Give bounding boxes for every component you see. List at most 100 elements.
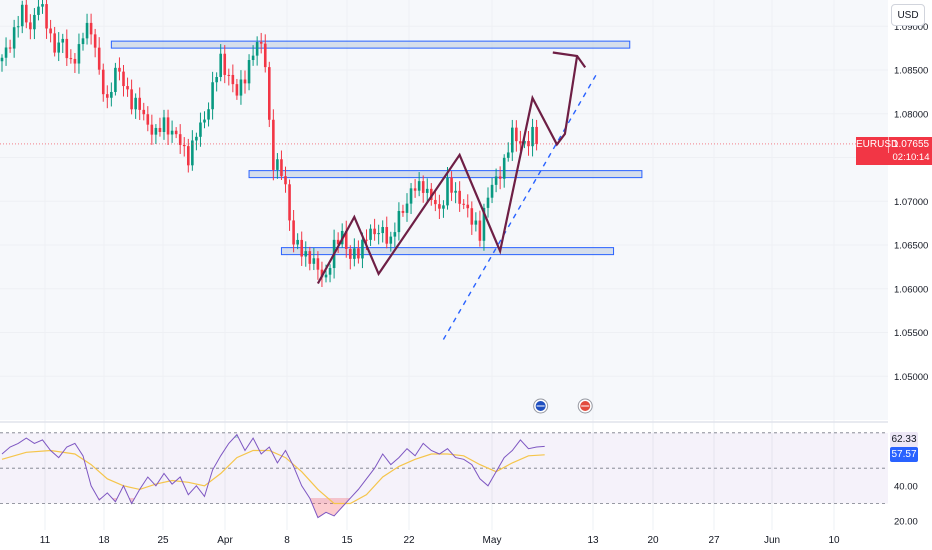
- zigzag-projection[interactable]: [316, 55, 579, 285]
- economic-event-eu-icon[interactable]: [533, 398, 549, 414]
- candle-body: [191, 140, 194, 166]
- candle-body: [110, 91, 113, 98]
- candle-body: [458, 190, 461, 204]
- candle: [93, 28, 97, 58]
- time-axis[interactable]: 11 18 25 Apr 8 15 22 May 13 20 27 Jun 10: [40, 535, 840, 546]
- candle: [45, 0, 48, 39]
- candle-body: [393, 232, 397, 237]
- candle-body: [219, 53, 222, 78]
- candle: [458, 181, 461, 212]
- candle-body: [195, 136, 198, 141]
- event-markers[interactable]: [533, 398, 593, 414]
- candle: [344, 220, 348, 258]
- time-tick-label: 22: [403, 535, 415, 546]
- candle: [110, 82, 113, 107]
- candle-body: [462, 203, 465, 205]
- price-tick-label: 1.05000: [894, 372, 928, 383]
- candle-body: [425, 188, 429, 193]
- main-pane[interactable]: [0, 0, 888, 340]
- candle: [203, 111, 206, 129]
- candle: [251, 45, 255, 66]
- candle: [20, 0, 24, 34]
- candle-body: [494, 176, 498, 185]
- rsi-pane[interactable]: 40.00 20.00: [0, 432, 918, 528]
- candle: [101, 63, 105, 102]
- candle-body: [134, 97, 137, 110]
- candle-body: [77, 44, 81, 64]
- candle-body: [268, 67, 271, 120]
- candle-body: [65, 38, 69, 59]
- candle-body: [401, 210, 405, 213]
- rsi-tick-label: 20.00: [894, 517, 918, 528]
- candle-body: [158, 127, 162, 133]
- candle: [53, 26, 56, 57]
- candle-body: [288, 184, 291, 221]
- candle: [312, 247, 316, 271]
- candle: [511, 119, 514, 161]
- support-resistance-zone[interactable]: [280, 247, 615, 256]
- candle-body: [498, 176, 502, 179]
- candle: [502, 154, 506, 188]
- candle: [195, 132, 198, 151]
- rsi-line: [1, 433, 545, 519]
- candle: [519, 130, 522, 152]
- main-pane-background: [0, 0, 888, 420]
- candle-body: [405, 203, 409, 213]
- candle: [174, 127, 178, 139]
- candle-body: [369, 228, 372, 240]
- candle-body: [353, 248, 356, 259]
- candle-body: [486, 197, 490, 208]
- candle: [397, 202, 401, 241]
- candle: [276, 153, 279, 179]
- candle: [272, 109, 275, 181]
- price-tick-label: 1.08000: [894, 109, 928, 120]
- time-tick-label: 10: [828, 535, 840, 546]
- candle: [515, 120, 518, 152]
- candle: [506, 142, 510, 162]
- candle: [535, 119, 538, 151]
- candle-body: [292, 220, 295, 245]
- candle: [85, 13, 89, 45]
- price-tick-label: 1.09000: [894, 22, 928, 33]
- arrow-head: [552, 51, 587, 69]
- candle-body: [328, 268, 332, 275]
- time-tick-label: 13: [587, 535, 599, 546]
- time-tick-label: May: [483, 535, 502, 546]
- bar-countdown: 02:10:14: [892, 151, 930, 163]
- candle-body: [413, 188, 417, 191]
- candle: [81, 32, 85, 51]
- price-axis[interactable]: 1.090001.085001.080001.075001.070001.065…: [894, 22, 928, 383]
- candle: [255, 36, 259, 66]
- candle: [239, 70, 243, 105]
- candle-body: [296, 239, 299, 245]
- candle-body: [251, 55, 255, 61]
- rsi-tick-label: 40.00: [894, 481, 918, 492]
- candle: [357, 240, 360, 264]
- candle: [33, 8, 36, 40]
- candle: [438, 194, 441, 220]
- support-resistance-zone[interactable]: [110, 40, 631, 49]
- price-tick-label: 1.05500: [894, 328, 928, 339]
- candle-body: [470, 208, 474, 225]
- candle: [259, 32, 263, 54]
- economic-event-us-icon[interactable]: [577, 398, 593, 414]
- candle-body: [122, 71, 125, 87]
- trendline[interactable]: [442, 72, 599, 340]
- candle: [247, 54, 251, 91]
- candle-body: [336, 239, 340, 245]
- candle: [263, 34, 267, 73]
- currency-button[interactable]: USD: [891, 4, 925, 26]
- candle: [73, 53, 77, 73]
- candle-body: [146, 114, 150, 125]
- time-tick-label: Apr: [217, 535, 233, 546]
- candle: [178, 124, 182, 154]
- candle: [474, 212, 478, 232]
- candle-body: [243, 79, 247, 84]
- candle-body: [182, 144, 186, 147]
- candle: [405, 193, 409, 222]
- candle-body: [106, 94, 109, 98]
- candle-body: [255, 42, 259, 56]
- candle: [97, 37, 101, 75]
- candle: [142, 102, 146, 121]
